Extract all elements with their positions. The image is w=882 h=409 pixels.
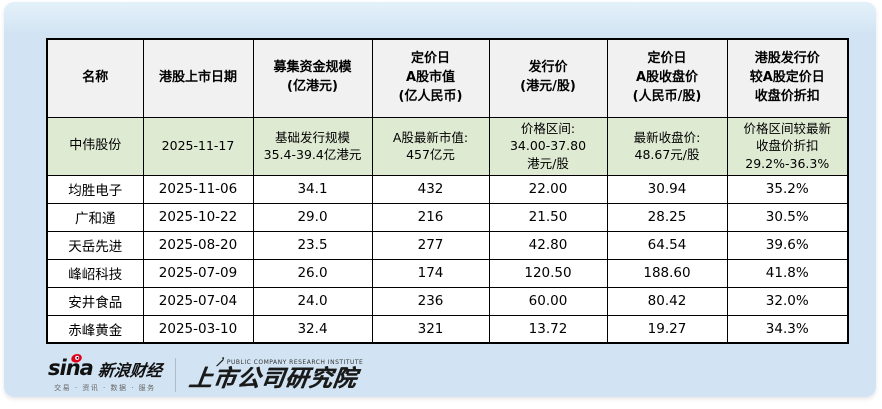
close-price-cell: 19.27 [606,314,728,344]
sina-finance-logo: sina 新浪财经 交易 · 资讯 · 数据 · 服务 [48,353,163,393]
funds-raised-cell: 基础发行规模 35.4-39.4亿港元 [252,116,373,176]
col-header-name: 名称 [46,38,144,118]
marketcap-cell: A股最新市值: 457亿元 [371,116,490,176]
issue-price-cell: 21.50 [488,202,608,232]
stock-name-cell: 峰岹科技 [46,258,144,288]
marketcap-cell: 432 [371,174,490,204]
issue-price-cell: 120.50 [488,258,608,288]
marketcap-cell: 236 [371,286,490,316]
logo-divider [174,358,176,392]
table-header-row: 名称 港股上市日期 募集资金规模 (亿港元) 定价日 A股市值 (亿人民币) 发… [46,38,849,118]
funds-raised-cell: 24.0 [252,286,373,316]
table-row: 赤峰黄金 2025-03-10 32.4 321 13.72 19.27 34.… [46,314,849,344]
research-institute-logo: PUBLIC COMPANY RESEARCH INSTITUTE 上市公司研究… [187,357,363,393]
close-price-cell: 64.54 [606,230,728,260]
institute-cn-text: 上市公司研究院 [187,366,359,393]
sina-wordmark: sina [48,355,94,380]
marketcap-cell: 277 [371,230,490,260]
sina-logo-row: sina 新浪财经 [48,353,163,380]
listing-date-cell: 2025-11-06 [142,174,254,204]
stock-name-cell: 安井食品 [46,286,144,316]
close-price-cell: 最新收盘价: 48.67元/股 [606,116,728,176]
issue-price-cell: 42.80 [488,230,608,260]
col-header-listing-date: 港股上市日期 [142,38,254,118]
listing-date-cell: 2025-07-04 [142,286,254,316]
listing-date-cell: 2025-07-09 [142,258,254,288]
stock-name-cell: 天岳先进 [46,230,144,260]
listing-date-cell: 2025-08-20 [142,230,254,260]
funds-raised-cell: 32.4 [252,314,373,344]
funds-raised-cell: 23.5 [252,230,373,260]
discount-cell: 32.0% [726,286,849,316]
pen-icon [215,357,225,367]
issue-price-cell: 价格区间: 34.00-37.80 港元/股 [488,116,608,176]
discount-cell: 39.6% [726,230,849,260]
col-header-discount: 港股发行价 较A股定价日 收盘价折扣 [726,38,849,118]
table-row: 天岳先进 2025-08-20 23.5 277 42.80 64.54 39.… [46,230,849,260]
stock-name-cell: 中伟股份 [46,116,144,176]
marketcap-cell: 321 [371,314,490,344]
table-row: 广和通 2025-10-22 29.0 216 21.50 28.25 30.5… [46,202,849,232]
infographic-card: 名称 港股上市日期 募集资金规模 (亿港元) 定价日 A股市值 (亿人民币) 发… [4,2,876,397]
discount-cell: 34.3% [726,314,849,344]
col-header-a-share-close: 定价日 A股收盘价 (人民币/股) [606,38,728,118]
stock-name-cell: 均胜电子 [46,174,144,204]
close-price-cell: 80.42 [606,286,728,316]
discount-cell: 35.2% [726,174,849,204]
col-header-funds-raised: 募集资金规模 (亿港元) [252,38,373,118]
marketcap-cell: 174 [371,258,490,288]
funds-raised-cell: 29.0 [252,202,373,232]
institute-english-line: PUBLIC COMPANY RESEARCH INSTITUTE [215,357,363,367]
listing-date-cell: 2025-10-22 [142,202,254,232]
sina-eye-icon [70,349,83,363]
table-row: 峰岹科技 2025-07-09 26.0 174 120.50 188.60 4… [46,258,849,288]
col-header-issue-price: 发行价 (港元/股) [488,38,608,118]
funds-raised-cell: 26.0 [252,258,373,288]
funds-raised-cell: 34.1 [252,174,373,204]
sina-finance-cn-text: 新浪财经 [96,360,163,380]
close-price-cell: 28.25 [606,202,728,232]
stock-name-cell: 广和通 [46,202,144,232]
close-price-cell: 30.94 [606,174,728,204]
footer-logos: sina 新浪财经 交易 · 资讯 · 数据 · 服务 PUBLIC COMPA… [48,352,363,398]
stock-name-cell: 赤峰黄金 [46,314,144,344]
table-row: 安井食品 2025-07-04 24.0 236 60.00 80.42 32.… [46,286,849,316]
issue-price-cell: 13.72 [488,314,608,344]
discount-cell: 30.5% [726,202,849,232]
discount-cell: 41.8% [726,258,849,288]
marketcap-cell: 216 [371,202,490,232]
table-row-highlight: 中伟股份 2025-11-17 基础发行规模 35.4-39.4亿港元 A股最新… [46,116,849,176]
listing-date-cell: 2025-03-10 [142,314,254,344]
ipo-comparison-table: 名称 港股上市日期 募集资金规模 (亿港元) 定价日 A股市值 (亿人民币) 发… [46,38,849,344]
discount-cell: 价格区间较最新 收盘价折扣 29.2%-36.3% [726,116,849,176]
listing-date-cell: 2025-11-17 [142,116,254,176]
close-price-cell: 188.60 [606,258,728,288]
institute-english-text: PUBLIC COMPANY RESEARCH INSTITUTE [226,358,364,366]
issue-price-cell: 22.00 [488,174,608,204]
table-row: 均胜电子 2025-11-06 34.1 432 22.00 30.94 35.… [46,174,849,204]
issue-price-cell: 60.00 [488,286,608,316]
col-header-a-share-marketcap: 定价日 A股市值 (亿人民币) [371,38,490,118]
sina-tagline: 交易 · 资讯 · 数据 · 服务 [54,383,156,392]
